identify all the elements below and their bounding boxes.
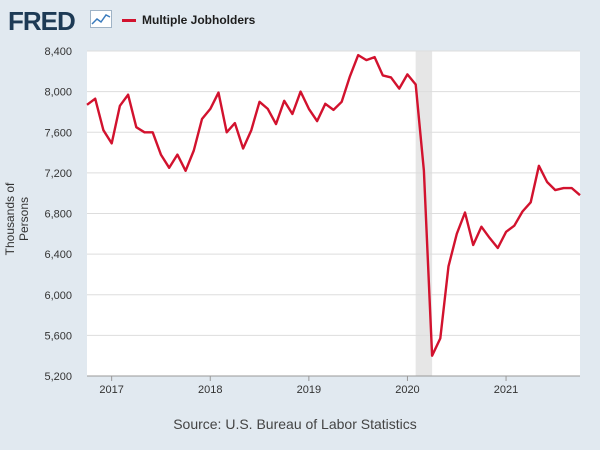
fred-chart-logo-icon	[90, 10, 112, 28]
source-note: Source: U.S. Bureau of Labor Statistics	[173, 416, 417, 432]
y-tick-label: 5,200	[44, 371, 72, 383]
y-tick-label: 7,200	[44, 168, 72, 180]
line-chart: 5,200 5,600 6,000 6,400 6,800 7,200 7,600 8,000…	[44, 46, 581, 396]
y-tick-label: 8,000	[44, 87, 72, 99]
y-tick-label: 5,600	[44, 330, 72, 342]
y-tick-label: 6,400	[44, 249, 72, 261]
legend-swatch	[122, 18, 136, 22]
y-tick-label: 7,600	[44, 127, 72, 139]
legend: Multiple Jobholders	[122, 12, 255, 28]
x-tick-label: 2018	[198, 384, 222, 396]
y-tick-label: 8,400	[44, 46, 72, 58]
y-tick-label: 6,000	[44, 290, 72, 302]
x-tick-label: 2021	[494, 384, 518, 396]
legend-label-multiple-jobholders: Multiple Jobholders	[142, 13, 256, 27]
fred-logo: FRED	[8, 6, 76, 36]
x-tick-label: 2020	[395, 384, 419, 396]
x-tick-label: 2019	[297, 384, 321, 396]
series-line-multiple-jobholders	[86, 53, 581, 357]
x-tick-label: 2017	[99, 384, 123, 396]
y-tick-label: 6,800	[44, 209, 72, 221]
